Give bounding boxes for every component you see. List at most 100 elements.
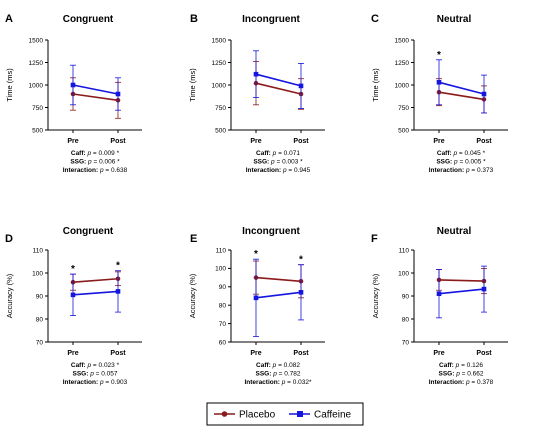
- stat-value: = 0.782: [277, 371, 301, 378]
- panel-letter: D: [5, 233, 13, 245]
- y-tick-label: 90: [402, 293, 410, 300]
- y-tick-label: 500: [32, 127, 43, 134]
- stat-value: = 0.903: [104, 379, 128, 386]
- panel-letter: F: [371, 233, 378, 245]
- stat-key: Interaction:: [429, 379, 466, 386]
- stat-p-symbol: p: [99, 167, 104, 174]
- stat-key: Interaction:: [246, 167, 283, 174]
- stat-line: SSG: p = 0.662: [438, 371, 483, 378]
- stat-value: = 0.071: [276, 150, 300, 157]
- stat-key: Caff:: [71, 150, 88, 157]
- x-tick-label: Pre: [433, 138, 444, 145]
- y-tick-label: 500: [215, 127, 226, 134]
- y-tick-label: 100: [215, 266, 226, 273]
- stat-value: = 0.378: [470, 379, 494, 386]
- stat-value: = 0.032*: [285, 379, 312, 386]
- panel-letter: A: [5, 13, 13, 25]
- y-tick-label: 80: [402, 316, 410, 323]
- stat-value: = 0.057: [94, 371, 118, 378]
- x-tick-label: Pre: [67, 350, 78, 357]
- stat-key: Caff:: [437, 150, 454, 157]
- stat-line: SSG: p = 0.057: [72, 371, 117, 378]
- stat-key: Caff:: [71, 362, 88, 369]
- stat-key: SSG:: [436, 159, 454, 166]
- data-point: [70, 292, 76, 298]
- stat-key: SSG:: [255, 371, 273, 378]
- series-line: [255, 291, 302, 299]
- data-point: [253, 295, 259, 301]
- stat-p-symbol: p: [272, 371, 277, 378]
- stat-p-symbol: p: [86, 150, 91, 157]
- panel-f: F Neutral 70 80 90 100 110 Accuracy (%) Pre Post C…: [371, 226, 508, 386]
- series-line: [255, 82, 302, 95]
- y-axis-label: Accuracy (%): [5, 273, 14, 318]
- stat-value: = 0.945: [287, 167, 311, 174]
- legend-label-placebo: Placebo: [239, 410, 276, 421]
- data-point: [481, 286, 487, 292]
- chart-title: Incongruent: [242, 226, 300, 237]
- y-tick-label: 80: [36, 316, 44, 323]
- chart-title: Congruent: [63, 14, 114, 25]
- stat-key: Caff:: [439, 362, 456, 369]
- data-point: [298, 290, 304, 295]
- legend-box: [206, 402, 364, 426]
- series-caffeine: [70, 270, 121, 316]
- legend-label-caffeine: Caffeine: [314, 410, 352, 421]
- significance-marker: *: [437, 50, 441, 61]
- series-line: [72, 277, 119, 283]
- x-tick-label: Post: [293, 350, 309, 357]
- panel-letter: E: [190, 233, 197, 245]
- x-tick-label: Post: [110, 350, 126, 357]
- stat-line: SSG: p = 0.006 *: [70, 159, 120, 166]
- chart-title: Incongruent: [242, 14, 300, 25]
- series-line: [72, 84, 119, 95]
- series-caffeine: [253, 50, 304, 109]
- stat-line: Caff: p = 0.045 *: [437, 150, 486, 157]
- stat-p-symbol: p: [455, 362, 460, 369]
- y-tick-label: 750: [215, 105, 226, 112]
- y-tick-label: 1250: [29, 60, 44, 67]
- y-axis-label: Time (ms): [371, 68, 380, 102]
- y-tick-label: 60: [219, 339, 227, 346]
- x-tick-label: Pre: [67, 138, 78, 145]
- data-point: [436, 80, 442, 85]
- stat-value: = 0.126: [459, 362, 483, 369]
- stat-line: SSG: p = 0.005 *: [436, 159, 486, 166]
- stat-p-symbol: p: [281, 379, 286, 386]
- series-caffeine: [253, 258, 304, 337]
- x-tick-label: Post: [476, 350, 492, 357]
- y-axis-label: Accuracy (%): [188, 273, 197, 318]
- panel-e: E Incongruent 60 70 80 90 100 110 Accuracy (%) Pr…: [188, 226, 325, 386]
- panel-letter: C: [371, 13, 379, 25]
- stat-key: Interaction:: [244, 379, 281, 386]
- stat-value: = 0.373: [470, 167, 494, 174]
- stat-key: SSG:: [72, 371, 90, 378]
- series-line: [438, 81, 485, 95]
- stat-p-symbol: p: [465, 167, 470, 174]
- stat-line: Interaction: p = 0.373: [429, 167, 494, 174]
- series-line: [72, 290, 119, 296]
- y-tick-label: 1500: [212, 37, 227, 44]
- stat-key: Interaction:: [429, 167, 466, 174]
- panel-a: A Congruent 500 750 1000 1250 1500 Time (ms) Pre…: [5, 13, 142, 174]
- stat-key: Caff:: [256, 362, 273, 369]
- stat-p-symbol: p: [272, 150, 277, 157]
- stat-p-symbol: p: [453, 159, 458, 166]
- stat-line: Caff: p = 0.071: [256, 150, 300, 157]
- stat-line: Interaction: p = 0.032*: [244, 379, 312, 386]
- stat-key: Interaction:: [63, 167, 100, 174]
- stat-key: Interaction:: [63, 379, 100, 386]
- y-tick-label: 1500: [29, 37, 44, 44]
- x-tick-label: Post: [293, 138, 309, 145]
- stat-key: SSG:: [438, 371, 456, 378]
- y-tick-label: 1500: [395, 37, 410, 44]
- stat-p-symbol: p: [87, 159, 92, 166]
- stat-p-symbol: p: [465, 379, 470, 386]
- stat-value: = 0.045 *: [457, 150, 485, 157]
- y-tick-label: 70: [36, 339, 44, 346]
- stat-value: = 0.006 *: [92, 159, 120, 166]
- stat-line: Interaction: p = 0.945: [246, 167, 311, 174]
- series-line: [438, 288, 485, 295]
- y-tick-label: 80: [219, 303, 227, 310]
